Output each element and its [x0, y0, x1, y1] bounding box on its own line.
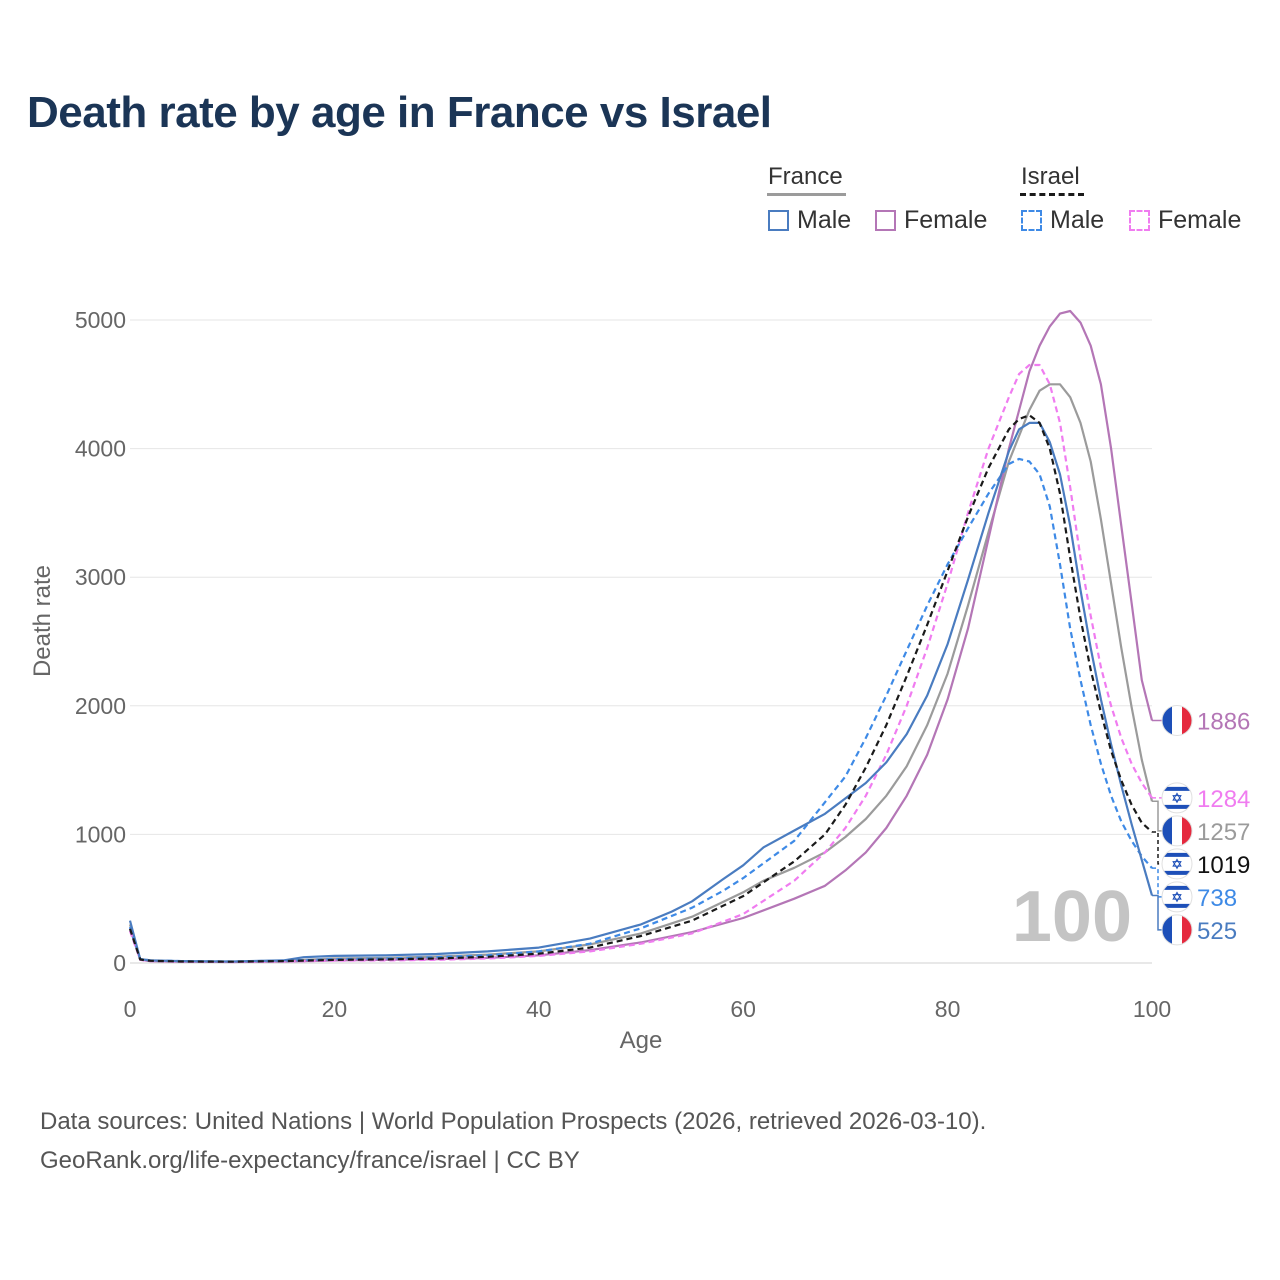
footer-sources: Data sources: United Nations | World Pop…	[40, 1108, 987, 1135]
legend-item-france-male[interactable]: Male	[768, 205, 851, 235]
legend-swatch-israel-male	[1021, 209, 1042, 231]
series-line-france-male	[128, 421, 1154, 963]
chart-title: Death rate by age in France vs Israel	[27, 88, 772, 137]
legend-label-france-male: Male	[797, 205, 852, 234]
grid	[130, 319, 1152, 964]
x-tick-label: 40	[526, 996, 552, 1022]
end-label-leader	[1152, 894, 1162, 931]
series-line-israel-male	[128, 457, 1153, 963]
series-line-france-total	[128, 383, 1154, 963]
legend-france-underline	[767, 193, 846, 196]
israel-flag-icon	[1161, 881, 1193, 913]
end-label-leader	[1152, 800, 1162, 832]
end-label-leader	[1152, 831, 1162, 865]
y-tick-label: 5000	[75, 307, 126, 333]
israel-flag-icon	[1161, 782, 1193, 814]
france-flag-icon	[1161, 815, 1193, 847]
end-label-leader	[1152, 867, 1162, 898]
y-tick-label: 1000	[75, 821, 126, 847]
y-axis-label: Death rate	[29, 565, 56, 677]
x-axis-label: Age	[620, 1027, 663, 1054]
x-tick-label: 80	[935, 996, 961, 1022]
series-lines	[128, 309, 1154, 964]
x-tick-label: 100	[1133, 996, 1171, 1022]
legend-swatch-france-male	[768, 209, 789, 231]
legend-item-israel-male[interactable]: Male	[1021, 205, 1104, 235]
legend-swatch-israel-female	[1129, 209, 1150, 231]
series-line-france-female	[128, 309, 1154, 964]
france-flag-icon	[1161, 704, 1193, 736]
end-value-label: 1284	[1197, 786, 1250, 813]
legend-label-israel-male: Male	[1050, 205, 1105, 234]
y-tick-label: 4000	[75, 436, 126, 462]
x-tick-label: 60	[730, 996, 756, 1022]
end-labels: 1886 1284 1257 1019 738 525	[1152, 704, 1250, 946]
end-value-label: 1886	[1197, 708, 1250, 735]
y-tick-label: 2000	[75, 693, 126, 719]
x-tick-label: 20	[322, 996, 348, 1022]
series-line-israel-female	[128, 363, 1153, 964]
france-flag-icon	[1161, 914, 1193, 946]
end-value-label: 1257	[1197, 819, 1250, 846]
year-label: 100	[1012, 877, 1132, 957]
legend-label-france-female: Female	[904, 205, 988, 234]
legend-item-france-female[interactable]: Female	[875, 205, 987, 235]
end-value-label: 738	[1197, 885, 1237, 912]
legend-israel-label: Israel	[1021, 163, 1080, 190]
legend-label-israel-female: Female	[1158, 205, 1242, 234]
y-tick-label: 0	[113, 950, 126, 976]
chart-area: 0 1000 2000 3000 4000 5000 0 20 40 60 80 100 100 18…	[29, 307, 1250, 1054]
footer-link[interactable]: GeoRank.org/life-expectancy/france/israe…	[40, 1147, 580, 1174]
legend-item-israel-female[interactable]: Female	[1129, 205, 1241, 235]
series-line-israel-total	[128, 414, 1153, 963]
end-value-label: 1019	[1197, 852, 1250, 879]
israel-flag-icon	[1161, 848, 1193, 880]
y-tick-label: 3000	[75, 564, 126, 590]
legend-israel-underline	[1020, 193, 1084, 196]
legend-swatch-france-female	[875, 209, 896, 231]
end-value-label: 525	[1197, 918, 1237, 945]
axes: 0 1000 2000 3000 4000 5000 0 20 40 60 80 100	[75, 307, 1171, 1022]
legend-france-label: France	[768, 163, 843, 190]
x-tick-label: 0	[124, 996, 137, 1022]
